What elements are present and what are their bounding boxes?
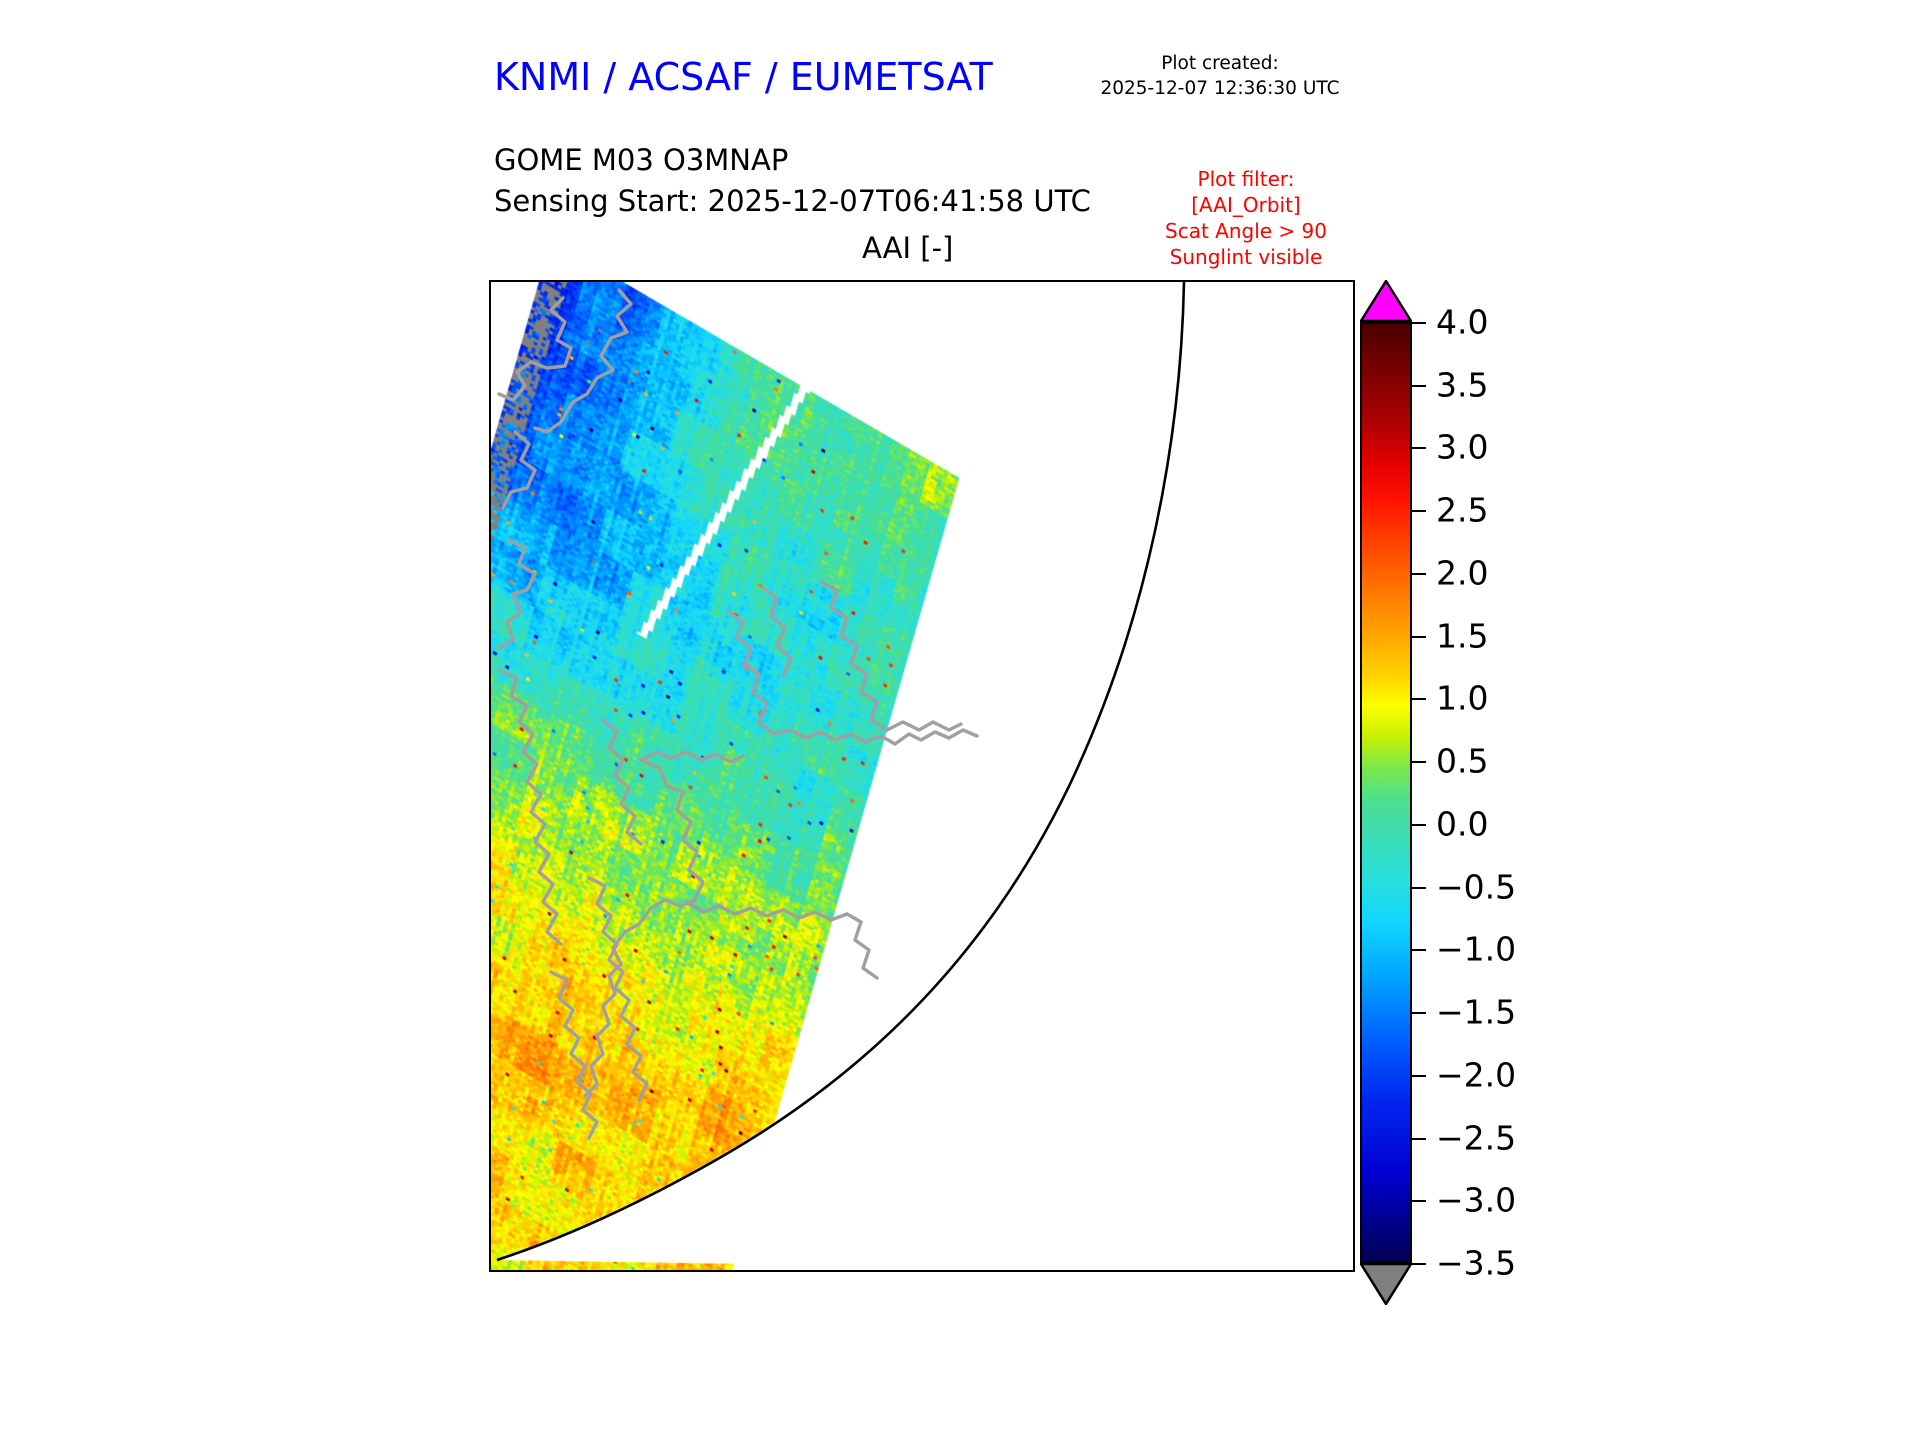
colorbar-tick-label: 0.0 bbox=[1436, 804, 1489, 844]
colorbar-tick bbox=[1412, 447, 1426, 450]
colorbar-tick bbox=[1412, 698, 1426, 701]
quantity-axis-label: AAI [-] bbox=[862, 231, 954, 265]
colorbar-tick bbox=[1412, 1074, 1426, 1077]
colorbar-tick bbox=[1412, 949, 1426, 952]
colorbar-tick-label: −1.5 bbox=[1436, 992, 1517, 1032]
colorbar-tick-label: 2.5 bbox=[1436, 490, 1489, 530]
colorbar-tick-label: −0.5 bbox=[1436, 867, 1517, 907]
colorbar-tick bbox=[1412, 322, 1426, 324]
colorbar-tick bbox=[1412, 510, 1426, 513]
colorbar-tick bbox=[1412, 635, 1426, 638]
plot-filter-block: Plot filter: [AAI_Orbit] Scat Angle > 90… bbox=[1106, 166, 1386, 270]
plot-created-label: Plot created: bbox=[1161, 53, 1279, 74]
colorbar-tick-label: −3.5 bbox=[1436, 1243, 1517, 1283]
colorbar: 4.0 3.5 3.0 2.5 2.0 1.5 1.0 0.5 0.0 −0.5 −1.0 −1.5 −… bbox=[1360, 280, 1610, 1305]
instrument-product-title: GOME M03 O3MNAP bbox=[494, 143, 789, 177]
plot-filter-sunglint: Sunglint visible bbox=[1169, 245, 1323, 269]
colorbar-tick bbox=[1412, 1137, 1426, 1140]
map-panel[interactable] bbox=[489, 280, 1355, 1272]
plot-filter-scat-angle: Scat Angle > 90 bbox=[1165, 219, 1327, 243]
sensing-start-title: Sensing Start: 2025-12-07T06:41:58 UTC bbox=[494, 184, 1091, 219]
colorbar-tick bbox=[1412, 1263, 1426, 1265]
map-overlay bbox=[496, 282, 1186, 1262]
organisation-title: KNMI / ACSAF / EUMETSAT bbox=[494, 55, 993, 99]
colorbar-tick bbox=[1412, 1200, 1426, 1203]
aai-swath-heatmap bbox=[491, 282, 1353, 1270]
colorbar-tick-label: 3.0 bbox=[1436, 427, 1489, 467]
colorbar-tick-label: 2.0 bbox=[1436, 553, 1489, 593]
plot-created-timestamp: 2025-12-07 12:36:30 UTC bbox=[1100, 77, 1340, 99]
map-frame bbox=[489, 280, 1355, 1272]
colorbar-under-range-arrow bbox=[1360, 1263, 1412, 1305]
colorbar-tick-label: 0.5 bbox=[1436, 741, 1489, 781]
colorbar-tick bbox=[1412, 384, 1426, 387]
colorbar-over-range-arrow bbox=[1360, 280, 1412, 322]
colorbar-tick-label: 1.5 bbox=[1436, 616, 1489, 656]
colorbar-tick-label: −2.5 bbox=[1436, 1118, 1517, 1158]
colorbar-tick-label: 4.0 bbox=[1436, 302, 1489, 342]
plot-created-block: Plot created: 2025-12-07 12:36:30 UTC bbox=[1060, 52, 1380, 101]
colorbar-tick bbox=[1412, 886, 1426, 889]
colorbar-tick-label: −3.0 bbox=[1436, 1180, 1517, 1220]
colorbar-tick-label: −2.0 bbox=[1436, 1055, 1517, 1095]
colorbar-tick bbox=[1412, 572, 1426, 575]
colorbar-tick-label: 1.0 bbox=[1436, 678, 1489, 718]
plot-filter-product: [AAI_Orbit] bbox=[1191, 193, 1301, 217]
colorbar-tick bbox=[1412, 761, 1426, 764]
colorbar-tick bbox=[1412, 823, 1426, 826]
plot-filter-heading: Plot filter: bbox=[1197, 167, 1295, 191]
coastlines bbox=[497, 288, 979, 1140]
colorbar-gradient-bar bbox=[1360, 322, 1412, 1263]
colorbar-tick bbox=[1412, 1012, 1426, 1015]
colorbar-tick-label: −1.0 bbox=[1436, 929, 1517, 969]
colorbar-tick-label: 3.5 bbox=[1436, 365, 1489, 405]
colorbar-gradient-fill bbox=[1362, 324, 1410, 1261]
projection-limb-arc bbox=[496, 282, 1186, 1262]
plot-title-block: GOME M03 O3MNAP Sensing Start: 2025-12-0… bbox=[494, 140, 1091, 222]
